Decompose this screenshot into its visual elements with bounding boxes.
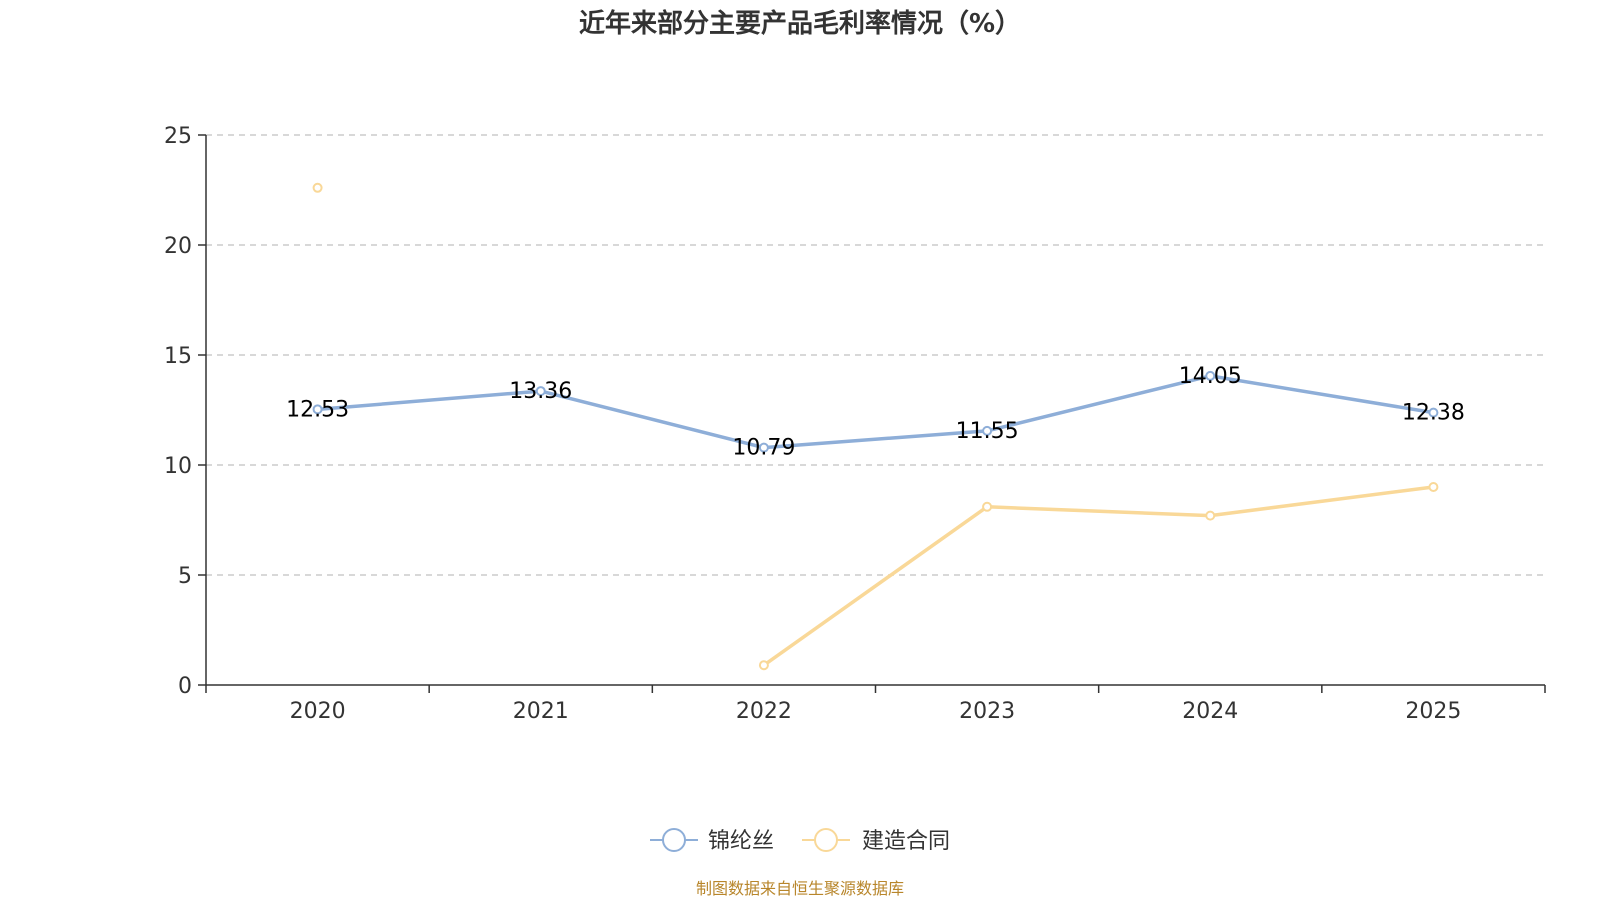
series-0-label-2: 10.79 xyxy=(732,436,795,461)
y-tick-label-1: 5 xyxy=(178,564,192,589)
legend-marker-1 xyxy=(814,828,838,852)
series-0-label-4: 14.05 xyxy=(1179,364,1242,389)
y-tick-label-3: 15 xyxy=(164,344,192,369)
legend-marker-0 xyxy=(662,828,686,852)
chart-title: 近年来部分主要产品毛利率情况（%） xyxy=(579,8,1021,39)
legend-item-1[interactable]: 建造合同 xyxy=(802,828,950,854)
x-tick-label-4: 2024 xyxy=(1182,699,1238,724)
source-note: 制图数据来自恒生聚源数据库 xyxy=(696,879,904,898)
series-0-point-5 xyxy=(1428,407,1439,418)
series-0-line-0 xyxy=(315,374,1436,450)
x-tick-label-0: 2020 xyxy=(290,699,346,724)
series-1-point-5 xyxy=(1428,482,1439,492)
series-1-point-4 xyxy=(1205,510,1216,521)
y-tick-label-2: 10 xyxy=(164,454,192,479)
series-1-point-0 xyxy=(312,182,323,193)
series-0-label-3: 11.55 xyxy=(956,419,1019,444)
legend-item-0[interactable]: 锦纶丝 xyxy=(650,828,774,854)
series-0-point-2 xyxy=(758,442,769,453)
x-tick-label-5: 2025 xyxy=(1405,699,1461,724)
series-0-label-1: 13.36 xyxy=(509,379,572,404)
series-0-point-0 xyxy=(312,404,323,415)
y-tick-label-4: 20 xyxy=(164,234,192,259)
series-0-label-0: 12.53 xyxy=(286,397,349,422)
legend-label-1: 建造合同 xyxy=(862,829,950,854)
series-1-point-2 xyxy=(758,660,769,671)
series-0-point-3 xyxy=(982,425,993,436)
data-labels: 12.53 13.36 10.79 11.55 14.05 12.38 xyxy=(286,364,1465,461)
y-tick-label-5: 25 xyxy=(164,124,192,149)
x-tick-label-3: 2023 xyxy=(959,699,1015,724)
series-1-point-3 xyxy=(982,501,993,512)
x-tick-label-1: 2021 xyxy=(513,699,569,724)
series-0-label-5: 12.38 xyxy=(1402,401,1465,426)
grid-lines xyxy=(206,134,1545,576)
y-tick-label-0: 0 xyxy=(178,674,192,699)
legend-label-0: 锦纶丝 xyxy=(708,829,774,854)
x-tick-label-2: 2022 xyxy=(736,699,792,724)
series-0-point-4 xyxy=(1205,370,1216,381)
series xyxy=(312,182,1439,671)
legend[interactable]: 锦纶丝 建造合同 xyxy=(650,828,950,854)
series-1-line-1 xyxy=(762,485,1436,667)
series-0-point-1 xyxy=(535,386,546,397)
